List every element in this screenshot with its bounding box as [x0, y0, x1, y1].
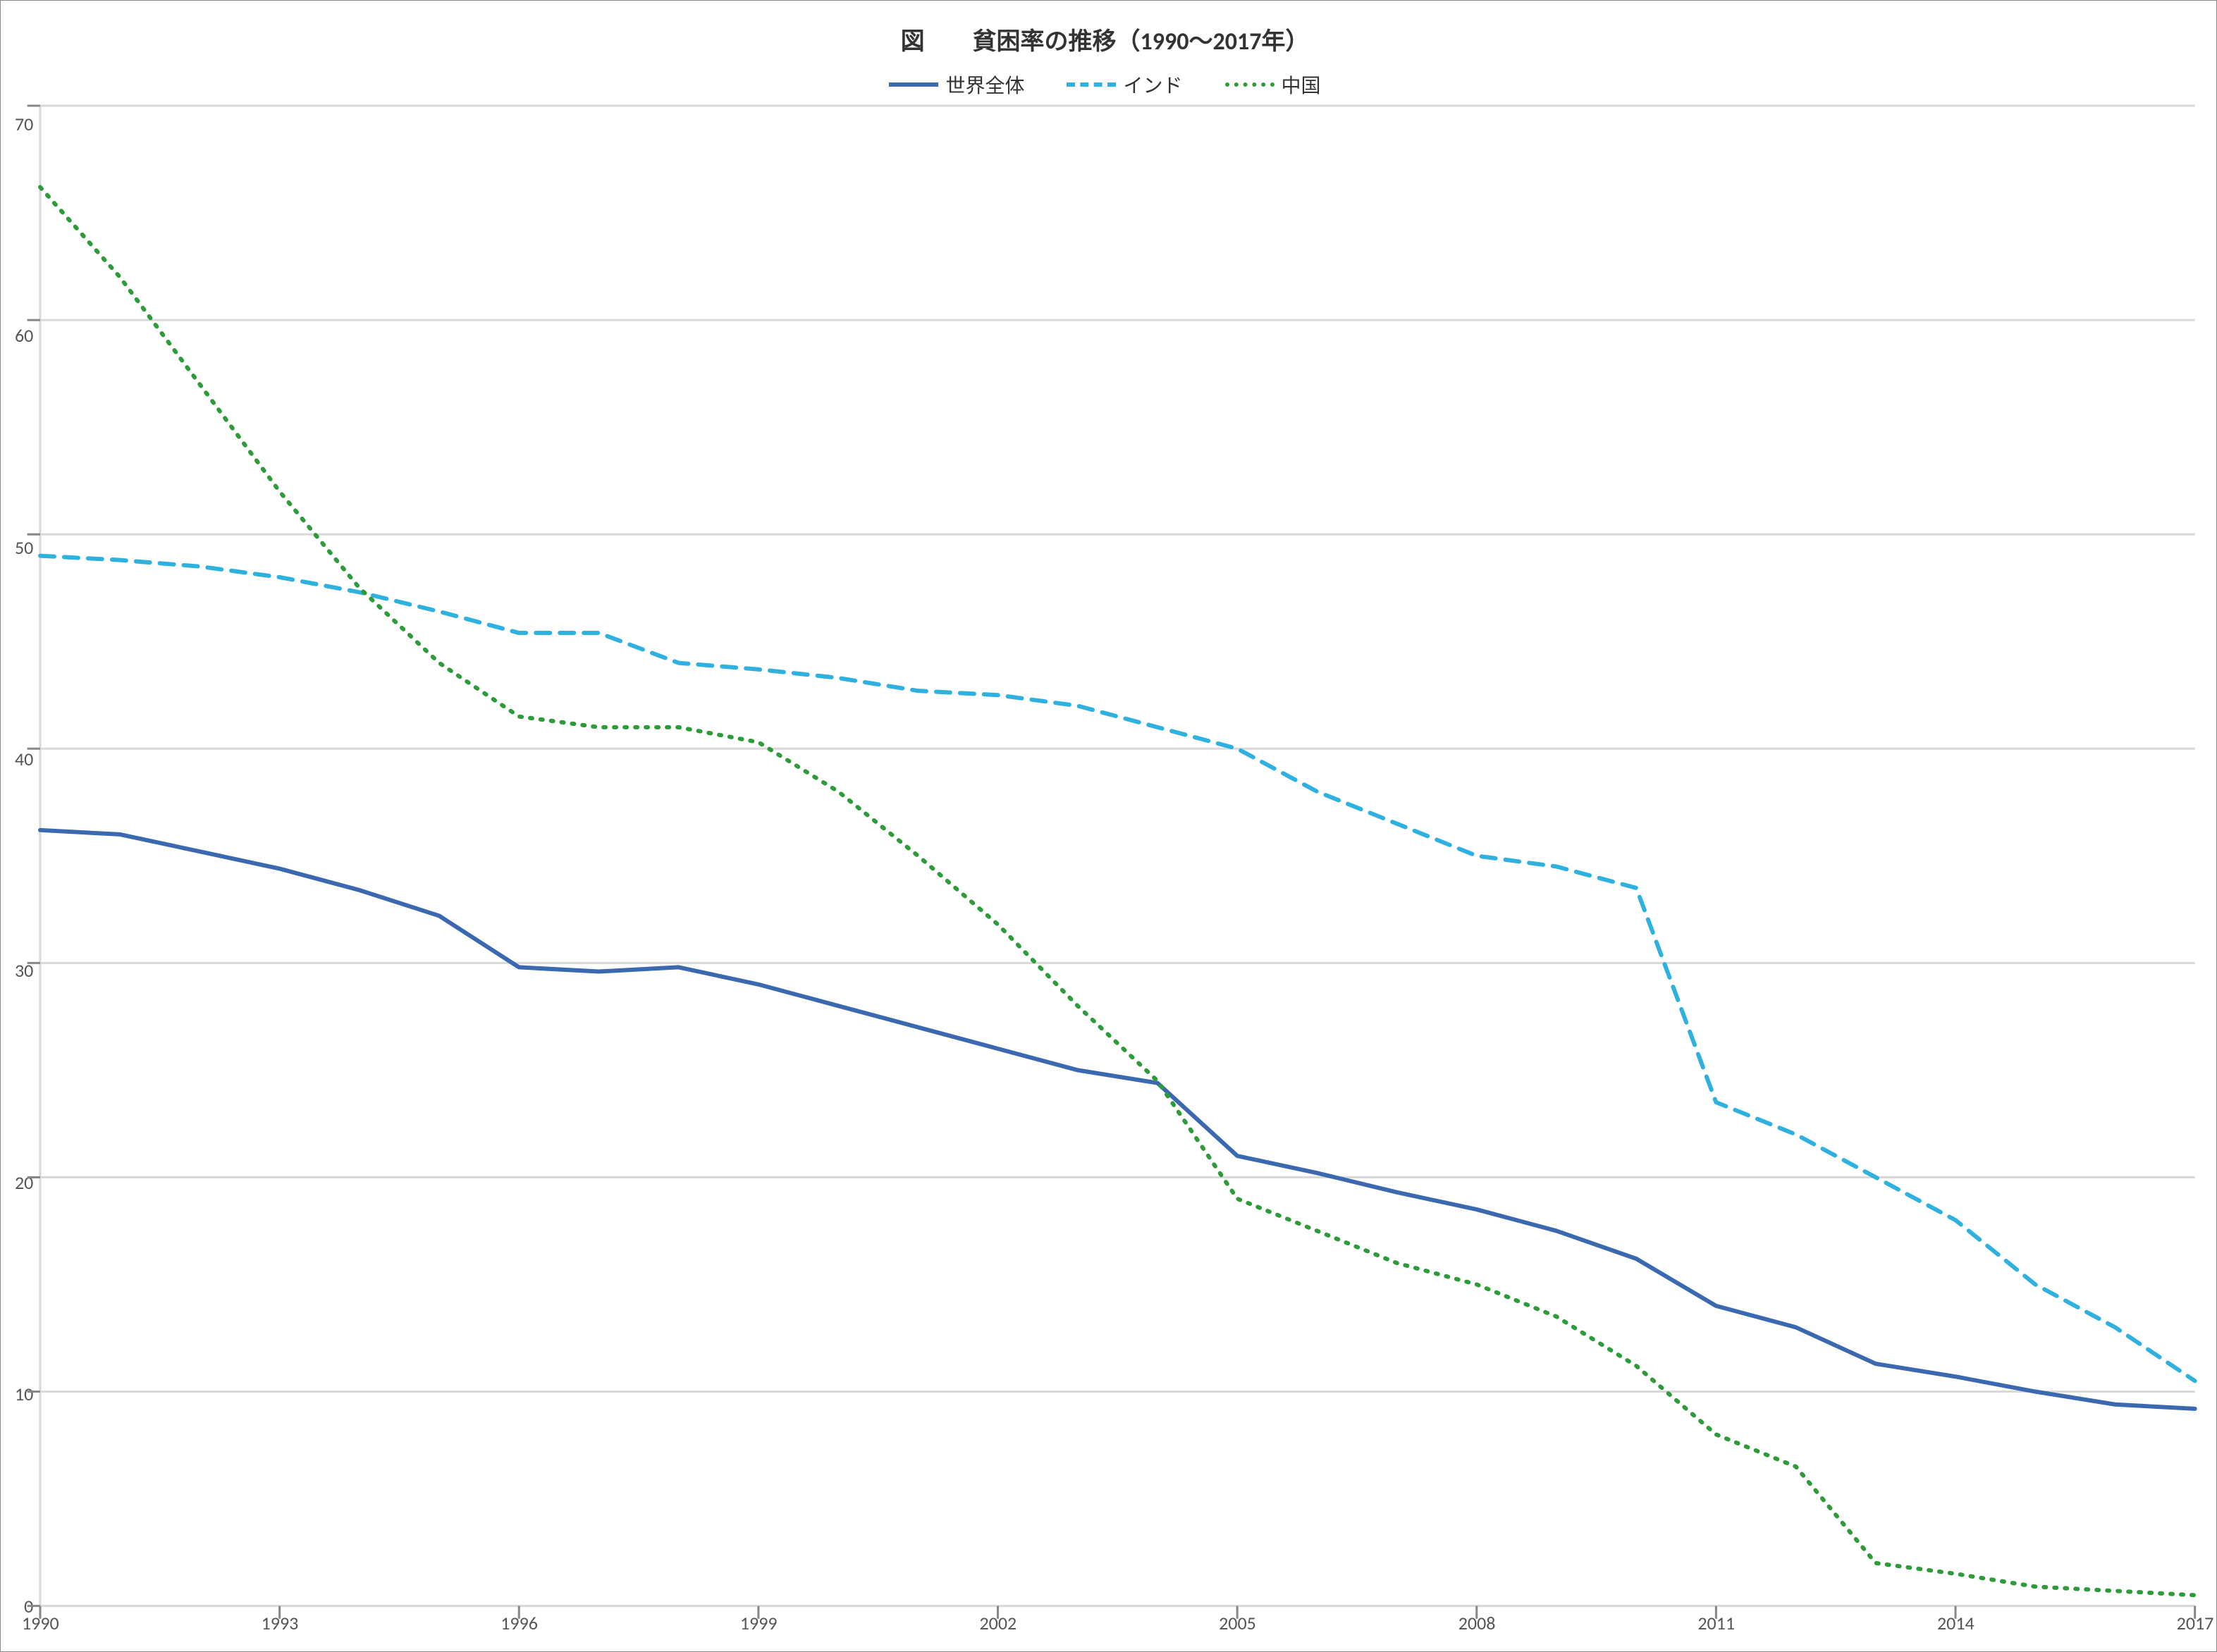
y-tick-label: 10 — [15, 1385, 33, 1403]
legend-label: 中国 — [1282, 70, 1321, 99]
legend-swatch — [889, 82, 938, 87]
series-line — [40, 830, 2195, 1409]
x-tick-label: 2005 — [1219, 1612, 1256, 1634]
x-tick-label: 1990 — [22, 1612, 59, 1634]
legend-item: 中国 — [1225, 70, 1321, 99]
y-tick-label: 50 — [15, 538, 33, 557]
y-tick-label: 20 — [15, 1173, 33, 1192]
legend-item: 世界全体 — [889, 70, 1024, 99]
legend-label: インド — [1123, 70, 1182, 99]
plot-wrap: 706050403020100 — [15, 106, 2195, 1606]
y-tick-label: 60 — [15, 326, 33, 345]
x-tick-label: 2011 — [1697, 1612, 1735, 1634]
legend-swatch — [1067, 82, 1116, 87]
x-tick-label: 2014 — [1937, 1612, 1975, 1634]
y-tick-label: 70 — [15, 115, 33, 133]
y-tick-label: 30 — [15, 961, 33, 980]
x-tick-label: 2002 — [980, 1612, 1017, 1634]
x-tick-label: 2017 — [2177, 1612, 2214, 1634]
x-tick-label: 1996 — [500, 1612, 538, 1634]
legend-label: 世界全体 — [945, 70, 1024, 99]
y-tick-label: 40 — [15, 750, 33, 768]
x-axis: 1990199319961999200220052008201120142017 — [40, 1606, 2195, 1637]
legend-item: インド — [1067, 70, 1182, 99]
plot-area — [40, 106, 2195, 1606]
x-tick-label: 2008 — [1458, 1612, 1496, 1634]
legend: 世界全体 インド 中国 — [15, 70, 2195, 99]
x-tick-label: 1993 — [262, 1612, 299, 1634]
chart-container: 図 貧困率の推移（1990～2017年） 世界全体 インド 中国 70 60 50 40 3… — [0, 0, 2217, 1652]
series-line — [40, 556, 2195, 1381]
chart-title: 図 貧困率の推移（1990～2017年） — [15, 22, 2195, 56]
legend-swatch — [1225, 82, 1275, 87]
x-tick-label: 1999 — [740, 1612, 778, 1634]
y-axis: 706050403020100 — [15, 106, 40, 1606]
plot-svg — [40, 106, 2195, 1606]
